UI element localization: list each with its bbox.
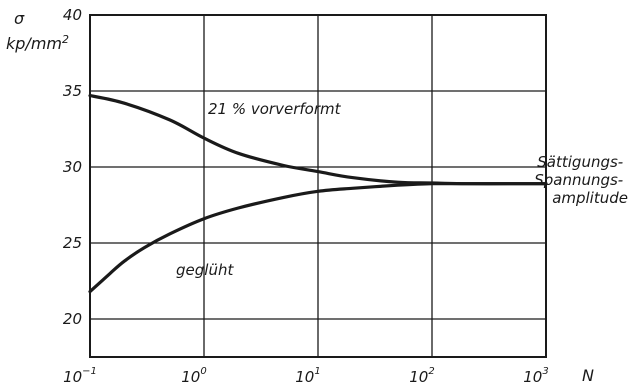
- y-tick-label: 25: [63, 234, 82, 252]
- saturation-note-line-2: Spannungs-: [534, 171, 623, 189]
- x-tick-exponent: 0: [200, 366, 206, 377]
- y-axis-unit: kp/mm2: [6, 33, 69, 53]
- annotation-gegluht: geglüht: [176, 261, 234, 279]
- x-tick-label: 10−1: [63, 366, 97, 386]
- y-axis-symbol: σ: [14, 9, 25, 28]
- x-tick-exponent: 1: [314, 366, 320, 377]
- saturation-note: Sättigungs- Spannungs- amplitude: [534, 153, 628, 207]
- x-tick-base: 10: [295, 368, 314, 386]
- y-axis-unit-base: kp/mm: [6, 34, 62, 53]
- x-tick-label: 103: [523, 366, 548, 386]
- x-tick-base: 10: [63, 368, 82, 386]
- x-tick-label: 100: [181, 366, 206, 386]
- annotation-21-percent-vorverformt: 21 % vorverformt: [208, 100, 342, 118]
- x-tick-base: 10: [409, 368, 428, 386]
- y-tick-label: 40: [63, 6, 82, 24]
- series-line-1: [88, 182, 548, 294]
- x-tick-base: 10: [523, 368, 542, 386]
- x-tick-label: 101: [295, 366, 320, 386]
- plot-frame: [89, 14, 547, 358]
- grid: [89, 14, 547, 358]
- y-axis-unit-exponent: 2: [62, 33, 69, 46]
- x-tick-exponent: −1: [82, 366, 97, 377]
- x-tick-base: 10: [181, 368, 200, 386]
- x-axis-label: N: [582, 366, 594, 385]
- y-tick-label: 20: [63, 310, 82, 328]
- y-tick-label: 35: [63, 82, 82, 100]
- curves: [88, 94, 548, 294]
- saturation-note-line-1: Sättigungs-: [537, 153, 623, 171]
- x-tick-exponent: 2: [428, 366, 434, 377]
- y-tick-label: 30: [63, 158, 82, 176]
- x-tick-label: 102: [409, 366, 434, 386]
- x-tick-exponent: 3: [542, 366, 548, 377]
- saturation-note-line-3: amplitude: [552, 189, 628, 207]
